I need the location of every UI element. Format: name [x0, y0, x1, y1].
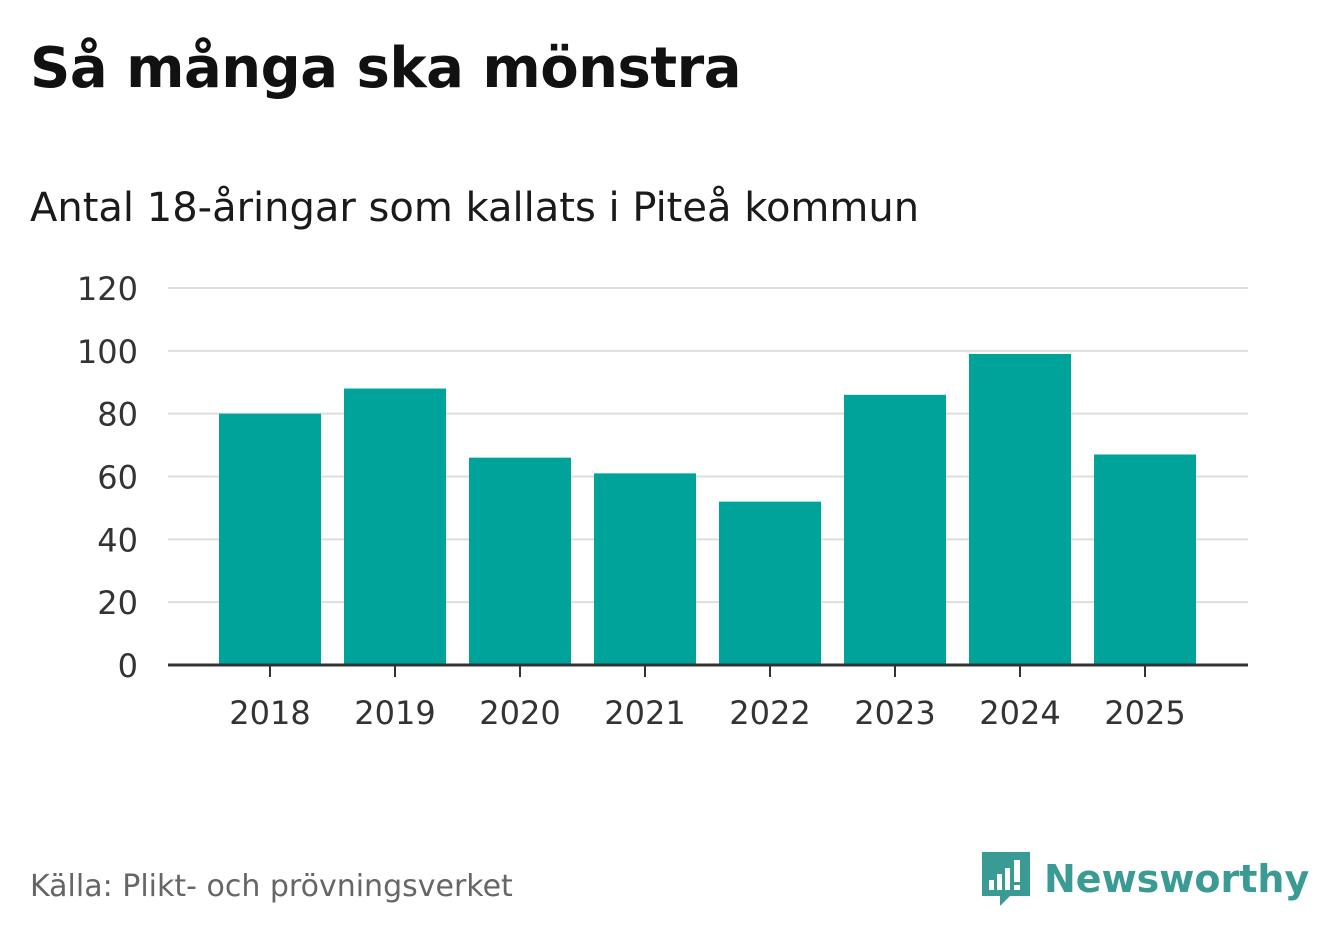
- y-tick-label: 100: [77, 333, 138, 371]
- y-tick-label: 80: [97, 396, 138, 434]
- y-tick-label: 0: [118, 647, 138, 685]
- bar-2025: [1094, 454, 1196, 665]
- bar-2021: [594, 473, 696, 665]
- bar-2020: [469, 457, 571, 665]
- y-tick-label: 60: [97, 459, 138, 497]
- bar-2023: [844, 394, 946, 665]
- chart-title: Så många ska mönstra: [30, 36, 742, 101]
- bar-2022: [719, 501, 821, 665]
- bar-2019: [344, 388, 446, 665]
- newsworthy-logo-icon: [982, 852, 1030, 906]
- bar-chart: 0 20 40 60 80 100 120 2018 2019 2020 2021 2022 2023 2…: [77, 270, 1248, 732]
- newsworthy-logo: Newsworthy: [980, 850, 1309, 908]
- y-tick-label: 40: [97, 521, 138, 559]
- x-tick-label: 2022: [729, 694, 810, 732]
- logo-wordmark: Newsworthy: [1044, 857, 1310, 901]
- x-tick-label: 2018: [229, 694, 310, 732]
- x-tick-label: 2025: [1104, 694, 1185, 732]
- x-tick-label: 2023: [854, 694, 935, 732]
- bar-2018: [219, 413, 321, 665]
- y-tick-label: 120: [77, 270, 138, 308]
- x-tick-label: 2021: [604, 694, 685, 732]
- x-tick-label: 2019: [354, 694, 435, 732]
- chart-subtitle: Antal 18-åringar som kallats i Piteå kom…: [30, 185, 920, 231]
- source-note: Källa: Plikt- och prövningsverket: [30, 869, 513, 904]
- x-tick-label: 2020: [479, 694, 560, 732]
- bar-2024: [969, 353, 1071, 665]
- y-tick-label: 20: [97, 584, 138, 622]
- x-tick-label: 2024: [979, 694, 1060, 732]
